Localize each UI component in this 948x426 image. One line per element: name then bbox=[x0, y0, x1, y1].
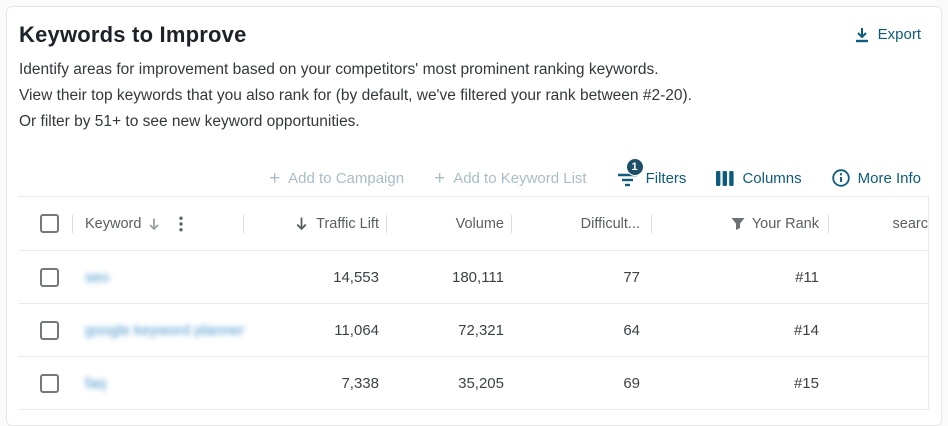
keyword-cell: faq bbox=[73, 357, 244, 409]
search-column-label: searc bbox=[892, 215, 928, 232]
column-menu-kebab-icon[interactable] bbox=[179, 216, 184, 232]
traffic-lift-value: 14,553 bbox=[333, 268, 379, 286]
add-to-keyword-list-label: Add to Keyword List bbox=[453, 169, 587, 187]
keyword-column-label: Keyword bbox=[85, 215, 142, 232]
filters-label: Filters bbox=[645, 169, 687, 187]
header-difficulty-cell[interactable]: Difficult... bbox=[512, 197, 652, 250]
your-rank-value: #14 bbox=[793, 321, 819, 339]
info-icon bbox=[831, 169, 850, 187]
add-to-campaign-label: Add to Campaign bbox=[288, 169, 405, 187]
difficulty-value: 77 bbox=[623, 268, 640, 286]
add-to-campaign-button[interactable]: + Add to Campaign bbox=[269, 169, 404, 188]
row-select-cell bbox=[19, 357, 73, 409]
your-rank-value: #15 bbox=[793, 374, 819, 392]
export-button[interactable]: Export bbox=[854, 22, 921, 43]
row-checkbox[interactable] bbox=[40, 320, 59, 340]
plus-icon: + bbox=[269, 167, 281, 189]
keywords-table: Keyword bbox=[19, 196, 929, 410]
filters-count-badge: 1 bbox=[625, 158, 644, 176]
filter-lines-icon: 1 bbox=[617, 158, 644, 187]
sort-down-icon[interactable] bbox=[147, 217, 161, 231]
volume-value: 72,321 bbox=[458, 321, 504, 339]
header-traffic-lift-cell[interactable]: Traffic Lift bbox=[244, 197, 387, 250]
description-line-2: View their top keywords that you also ra… bbox=[19, 87, 692, 104]
volume-column-label: Volume bbox=[455, 215, 504, 232]
table-toolbar: + Add to Campaign + Add to Keyword List … bbox=[7, 158, 941, 196]
table-header-row: Keyword bbox=[19, 197, 928, 251]
header-your-rank-cell[interactable]: Your Rank bbox=[652, 197, 829, 250]
search-cell-empty bbox=[829, 304, 928, 356]
row-checkbox[interactable] bbox=[40, 373, 59, 393]
keyword-cell: seo bbox=[73, 251, 244, 303]
difficulty-value: 69 bbox=[623, 374, 640, 392]
header-select-cell bbox=[19, 197, 73, 250]
search-cell-empty bbox=[829, 251, 928, 303]
table-row: faq 7,338 35,205 69 #15 bbox=[19, 357, 928, 410]
download-icon bbox=[854, 27, 870, 43]
keyword-link-blurred[interactable]: seo bbox=[85, 268, 110, 286]
row-checkbox[interactable] bbox=[40, 267, 59, 287]
description-line-1: Identify areas for improvement based on … bbox=[19, 61, 659, 78]
keyword-cell: google keyword planner bbox=[73, 304, 244, 356]
columns-button[interactable]: Columns bbox=[716, 169, 802, 187]
more-info-label: More Info bbox=[857, 169, 921, 187]
page-title: Keywords to Improve bbox=[19, 22, 247, 47]
volume-value: 180,111 bbox=[452, 268, 504, 286]
columns-icon bbox=[716, 170, 735, 186]
traffic-lift-value: 7,338 bbox=[341, 374, 379, 392]
header-keyword-cell[interactable]: Keyword bbox=[73, 197, 244, 250]
search-cell-empty bbox=[829, 357, 928, 409]
difficulty-value: 64 bbox=[623, 321, 640, 339]
export-label: Export bbox=[877, 26, 921, 43]
header-volume-cell[interactable]: Volume bbox=[387, 197, 512, 250]
add-to-keyword-list-button[interactable]: + Add to Keyword List bbox=[434, 169, 587, 188]
volume-value: 35,205 bbox=[458, 374, 504, 392]
table-row: seo 14,553 180,111 77 #11 bbox=[19, 251, 928, 304]
select-all-checkbox[interactable] bbox=[40, 214, 59, 233]
panel-description: Identify areas for improvement based on … bbox=[7, 48, 941, 135]
keyword-link-blurred[interactable]: faq bbox=[85, 374, 106, 392]
more-info-button[interactable]: More Info bbox=[831, 169, 921, 187]
keywords-to-improve-panel: Keywords to Improve Export Identify area… bbox=[6, 6, 942, 426]
sort-down-icon bbox=[294, 216, 309, 231]
your-rank-value: #11 bbox=[795, 268, 819, 286]
traffic-lift-value: 11,064 bbox=[334, 321, 379, 339]
columns-label: Columns bbox=[742, 169, 802, 187]
keyword-link-blurred[interactable]: google keyword planner bbox=[85, 321, 245, 339]
row-select-cell bbox=[19, 304, 73, 356]
filters-button[interactable]: 1 Filters bbox=[617, 158, 687, 187]
header-search-cell-truncated[interactable]: searc bbox=[829, 197, 928, 250]
description-line-3: Or filter by 51+ to see new keyword oppo… bbox=[19, 113, 360, 130]
your-rank-column-label: Your Rank bbox=[751, 215, 819, 232]
traffic-lift-column-label: Traffic Lift bbox=[316, 215, 379, 232]
table-row: google keyword planner 11,064 72,321 64 … bbox=[19, 304, 928, 357]
row-select-cell bbox=[19, 251, 73, 303]
panel-header: Keywords to Improve Export bbox=[7, 7, 941, 48]
plus-icon: + bbox=[434, 167, 446, 189]
difficulty-column-label: Difficult... bbox=[580, 215, 640, 232]
funnel-filter-icon bbox=[731, 217, 745, 231]
